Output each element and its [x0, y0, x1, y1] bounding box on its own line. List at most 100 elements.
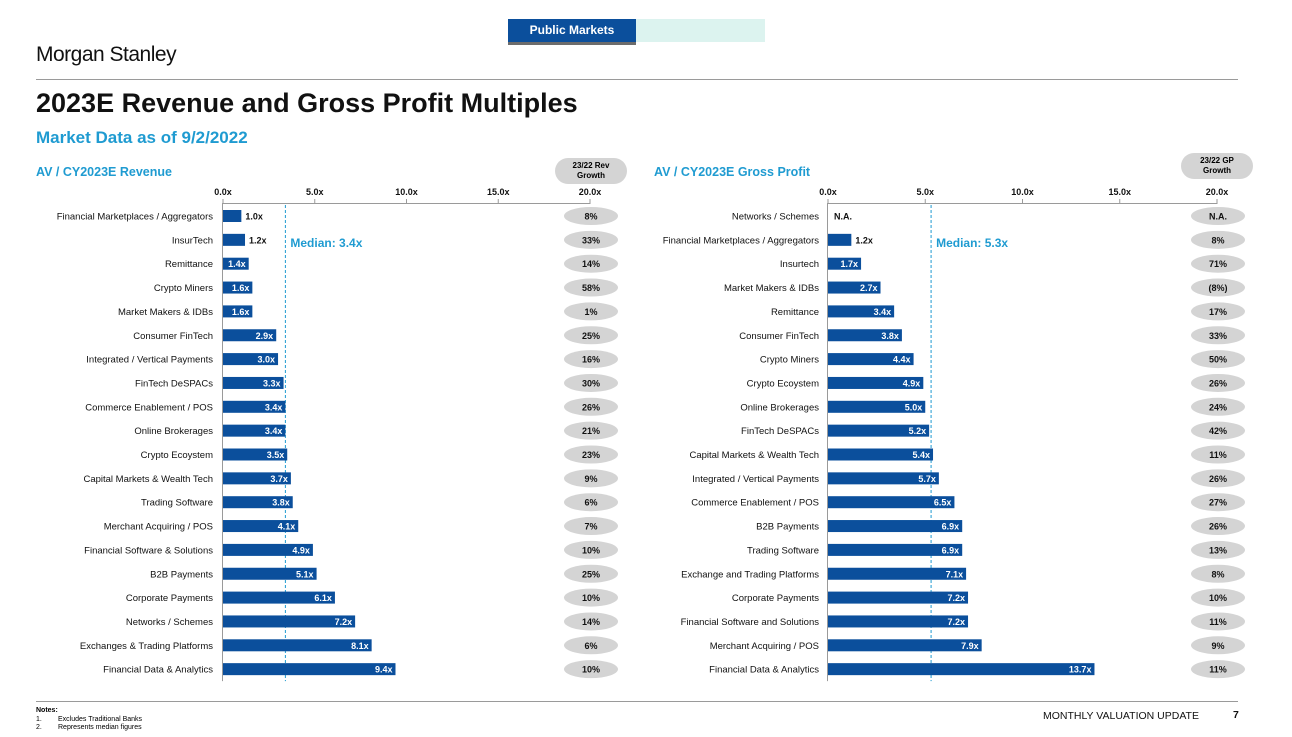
revenue-growth-value: 21% — [582, 426, 600, 436]
gross-profit-bar — [828, 329, 902, 342]
revenue-bar-value-label: 4.9x — [292, 545, 310, 555]
gross-profit-bar-value-label: 1.2x — [855, 235, 873, 245]
revenue-bar — [223, 376, 284, 389]
gross-profit-x-tick-label: 5.0x — [916, 187, 934, 197]
gross-profit-bar-value-label: 5.7x — [918, 474, 936, 484]
gross-profit-growth-pill — [1191, 612, 1245, 631]
gross-profit-category-label: Market Makers & IDBs — [724, 283, 819, 294]
revenue-bar-value-label: 6.1x — [314, 593, 332, 603]
gross-profit-category-label: Financial Software and Solutions — [681, 617, 820, 628]
revenue-bar — [223, 615, 356, 628]
gross-profit-category-label: Financial Data & Analytics — [709, 665, 819, 676]
revenue-growth-pill — [564, 588, 618, 607]
revenue-category-label: Crypto Miners — [154, 283, 213, 294]
revenue-growth-value: 26% — [582, 402, 600, 412]
revenue-category-label: Capital Markets & Wealth Tech — [83, 474, 213, 485]
revenue-category-label: Integrated / Vertical Payments — [86, 355, 213, 366]
revenue-growth-value: 25% — [582, 331, 600, 341]
revenue-category-label: Financial Marketplaces / Aggregators — [57, 212, 214, 223]
revenue-bar-value-label: 1.6x — [232, 283, 250, 293]
gross-profit-growth-value: 71% — [1209, 259, 1227, 269]
revenue-category-label: Remittance — [165, 259, 213, 270]
gross-profit-category-label: B2B Payments — [756, 522, 819, 533]
revenue-bar-value-label: 1.6x — [232, 307, 250, 317]
revenue-bar — [223, 305, 253, 318]
revenue-growth-pill — [564, 564, 618, 583]
gross-profit-bar-value-label: 6.5x — [934, 498, 952, 508]
gross-profit-bar-value-label: 3.8x — [881, 331, 899, 341]
gross-profit-chart-title: AV / CY2023E Gross Profit — [654, 165, 811, 179]
gross-profit-x-tick-label: 0.0x — [819, 187, 837, 197]
revenue-category-label: Consumer FinTech — [133, 331, 213, 342]
gross-profit-growth-value: N.A. — [1209, 212, 1227, 222]
revenue-bar-value-label: 3.8x — [272, 498, 290, 508]
revenue-bar — [223, 424, 286, 437]
revenue-growth-value: 8% — [584, 212, 597, 222]
revenue-growth-value: 23% — [582, 450, 600, 460]
revenue-median-label: Median: 3.4x — [290, 236, 362, 250]
gross-profit-growth-pill — [1191, 254, 1245, 273]
page-subtitle: Market Data as of 9/2/2022 — [36, 128, 248, 147]
gross-profit-bar — [828, 543, 963, 556]
revenue-bar-value-label: 8.1x — [351, 641, 369, 651]
gross-profit-growth-pill — [1191, 564, 1245, 583]
revenue-growth-value: 6% — [584, 498, 597, 508]
revenue-bar — [223, 472, 291, 485]
revenue-growth-pill — [564, 373, 618, 392]
gross-profit-growth-value: 13% — [1209, 545, 1227, 555]
tab-inactive — [636, 19, 765, 42]
revenue-bar-value-label: 5.1x — [296, 569, 314, 579]
gross-profit-growth-value: 50% — [1209, 355, 1227, 365]
revenue-growth-pill — [564, 254, 618, 273]
gross-profit-growth-pill — [1191, 326, 1245, 345]
gross-profit-category-label: Remittance — [771, 307, 819, 318]
gross-profit-growth-value: 26% — [1209, 522, 1227, 532]
gross-profit-growth-value: 27% — [1209, 498, 1227, 508]
revenue-category-label: Merchant Acquiring / POS — [104, 522, 213, 533]
gross-profit-bar — [828, 591, 969, 604]
gross-profit-category-label: FinTech DeSPACs — [741, 426, 819, 437]
revenue-growth-pill — [564, 278, 618, 297]
gross-profit-bar — [828, 472, 939, 485]
revenue-bar — [223, 233, 246, 246]
revenue-growth-pill — [564, 207, 618, 225]
gross-profit-bar — [828, 520, 963, 533]
gross-profit-bar-value-label: 6.9x — [942, 545, 960, 555]
page-title: 2023E Revenue and Gross Profit Multiples — [36, 88, 578, 118]
gross-profit-growth-value: 26% — [1209, 378, 1227, 388]
revenue-x-tick-label: 20.0x — [579, 187, 602, 197]
gross-profit-growth-pill — [1191, 302, 1245, 321]
gross-profit-bar — [828, 448, 934, 461]
revenue-category-label: Online Brokerages — [134, 426, 213, 437]
gross-profit-growth-value: 33% — [1209, 331, 1227, 341]
revenue-growth-pill — [564, 636, 618, 655]
gross-profit-growth-pill — [1191, 207, 1245, 225]
revenue-growth-value: 10% — [582, 593, 600, 603]
revenue-category-label: Exchanges & Trading Platforms — [80, 641, 213, 652]
gross-profit-growth-value: (8%) — [1208, 283, 1227, 293]
gross-profit-growth-pill — [1191, 421, 1245, 440]
revenue-growth-value: 10% — [582, 545, 600, 555]
header-divider — [36, 79, 1238, 80]
gross-profit-growth-pill — [1191, 636, 1245, 655]
tab-public-markets[interactable]: Public Markets — [508, 19, 636, 45]
gross-profit-category-label: Capital Markets & Wealth Tech — [689, 450, 819, 461]
gross-profit-bar-value-label: 4.4x — [893, 355, 911, 365]
revenue-growth-value: 10% — [582, 665, 600, 675]
gross-profit-category-label: Consumer FinTech — [739, 331, 819, 342]
gross-profit-bar-value-label: 7.9x — [961, 641, 979, 651]
gross-profit-growth-value: 17% — [1209, 307, 1227, 317]
gross-profit-bar-value-label: 7.2x — [948, 593, 966, 603]
revenue-growth-value: 1% — [584, 307, 597, 317]
revenue-growth-pill — [564, 445, 618, 464]
revenue-growth-value: 30% — [582, 378, 600, 388]
gross-profit-growth-pill — [1191, 517, 1245, 536]
revenue-x-tick-label: 0.0x — [214, 187, 232, 197]
revenue-growth-value: 7% — [584, 522, 597, 532]
revenue-bar-value-label: 9.4x — [375, 665, 393, 675]
gross-profit-growth-pill — [1191, 278, 1245, 297]
revenue-category-label: Crypto Ecoystem — [141, 450, 213, 461]
revenue-growth-pill — [564, 302, 618, 321]
gross-profit-bar — [828, 305, 895, 318]
revenue-growth-pill — [564, 230, 618, 249]
